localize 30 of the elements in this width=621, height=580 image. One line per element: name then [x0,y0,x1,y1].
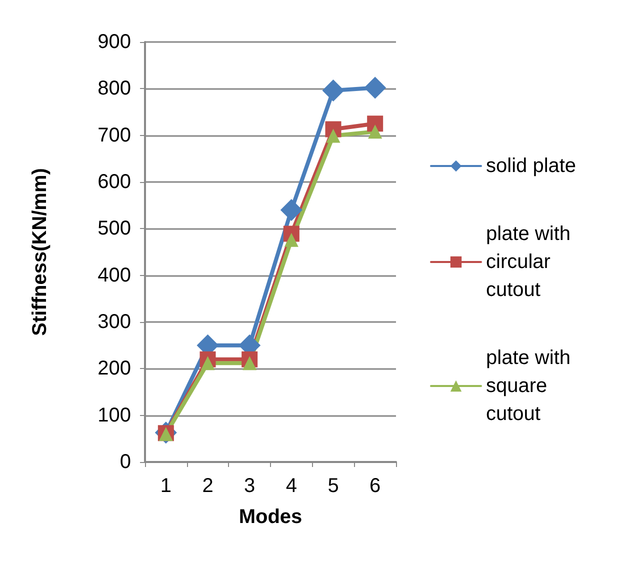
y-tick-label: 200 [98,358,131,380]
point [367,116,384,132]
x-tick-label: 6 [370,475,381,497]
y-tick-label: 800 [98,78,131,100]
y-tick-label: 600 [98,171,131,193]
point [368,124,382,139]
point [364,76,386,99]
y-tick-label: 500 [98,218,131,240]
y-tick-label: 700 [98,124,131,146]
x-tick-label: 5 [328,475,339,497]
y-axis-title: Stiffness(KN/mm) [29,168,51,336]
x-tick-label: 2 [202,475,214,497]
legend-label: solid plate [486,155,576,177]
point [242,356,257,370]
y-tick-label: 0 [120,451,131,473]
x-tick-label: 4 [286,475,297,497]
x-axis-title: Modes [238,506,302,528]
y-tick-label: 100 [98,404,131,426]
y-tick-label: 900 [98,31,131,53]
point [284,232,298,247]
point [280,199,302,221]
legend-label: plate with square cutout [486,347,576,425]
point [326,128,340,143]
y-tick-label: 300 [98,311,131,333]
point [322,80,344,102]
x-tick-label: 3 [244,475,256,497]
point [200,356,215,370]
y-tick-label: 400 [98,264,131,286]
legend-label: plate with circular cutout [486,223,576,301]
x-tick-label: 1 [160,475,172,497]
